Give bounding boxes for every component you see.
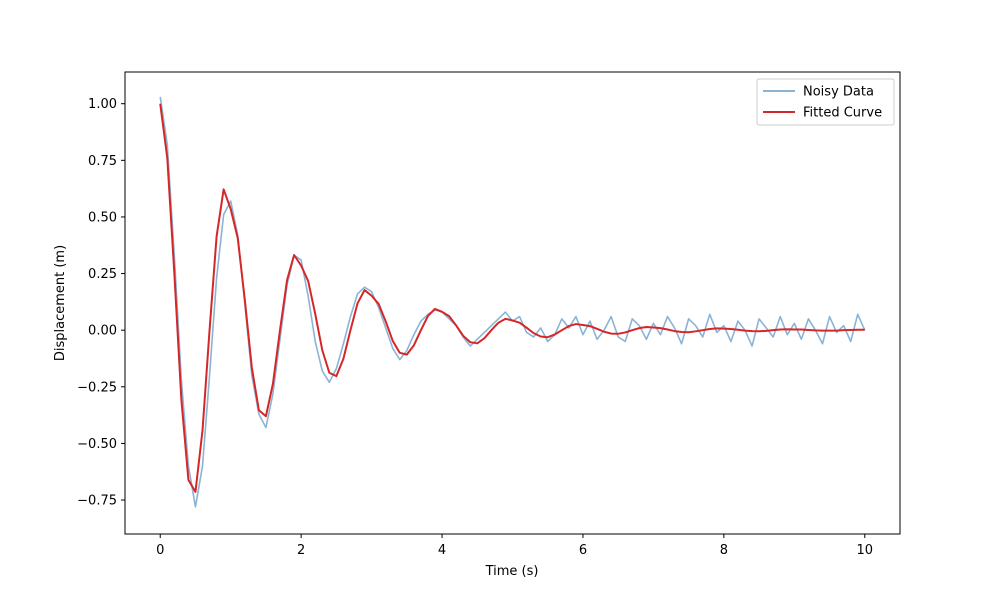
y-tick-label: 0.25 (88, 267, 117, 282)
y-axis-ticks: −0.75 −0.50 −0.25 0.00 0.25 0.50 0.75 1.00 (77, 97, 125, 509)
plot-area-frame (124, 71, 901, 535)
y-tick-label: 1.00 (88, 97, 117, 112)
y-tick-label: 0.75 (88, 154, 117, 169)
legend-label-fitted-curve: Fitted Curve (803, 106, 882, 121)
series-line-noisy-data (159, 96, 866, 508)
y-tick-label: 0.50 (88, 210, 117, 225)
y-tick-label: 0.00 (88, 324, 117, 339)
legend-label-noisy-data: Noisy Data (803, 85, 874, 100)
x-tick-label: 8 (720, 543, 728, 558)
y-axis-label: Displacement (m) (53, 245, 68, 361)
y-tick-label: −0.25 (77, 380, 117, 395)
legend: Noisy Data Fitted Curve (756, 78, 895, 126)
series-layer (159, 96, 866, 508)
y-tick-label: −0.75 (77, 494, 117, 509)
x-tick-label: 4 (438, 543, 446, 558)
x-axis-ticks: 0 2 4 6 8 10 (156, 534, 873, 558)
series-line-fitted-curve (159, 103, 865, 493)
x-tick-label: 10 (856, 543, 873, 558)
x-tick-label: 0 (156, 543, 164, 558)
x-tick-label: 6 (579, 543, 587, 558)
x-tick-label: 2 (297, 543, 305, 558)
y-tick-label: −0.50 (77, 437, 117, 452)
x-axis-label: Time (s) (485, 564, 539, 579)
